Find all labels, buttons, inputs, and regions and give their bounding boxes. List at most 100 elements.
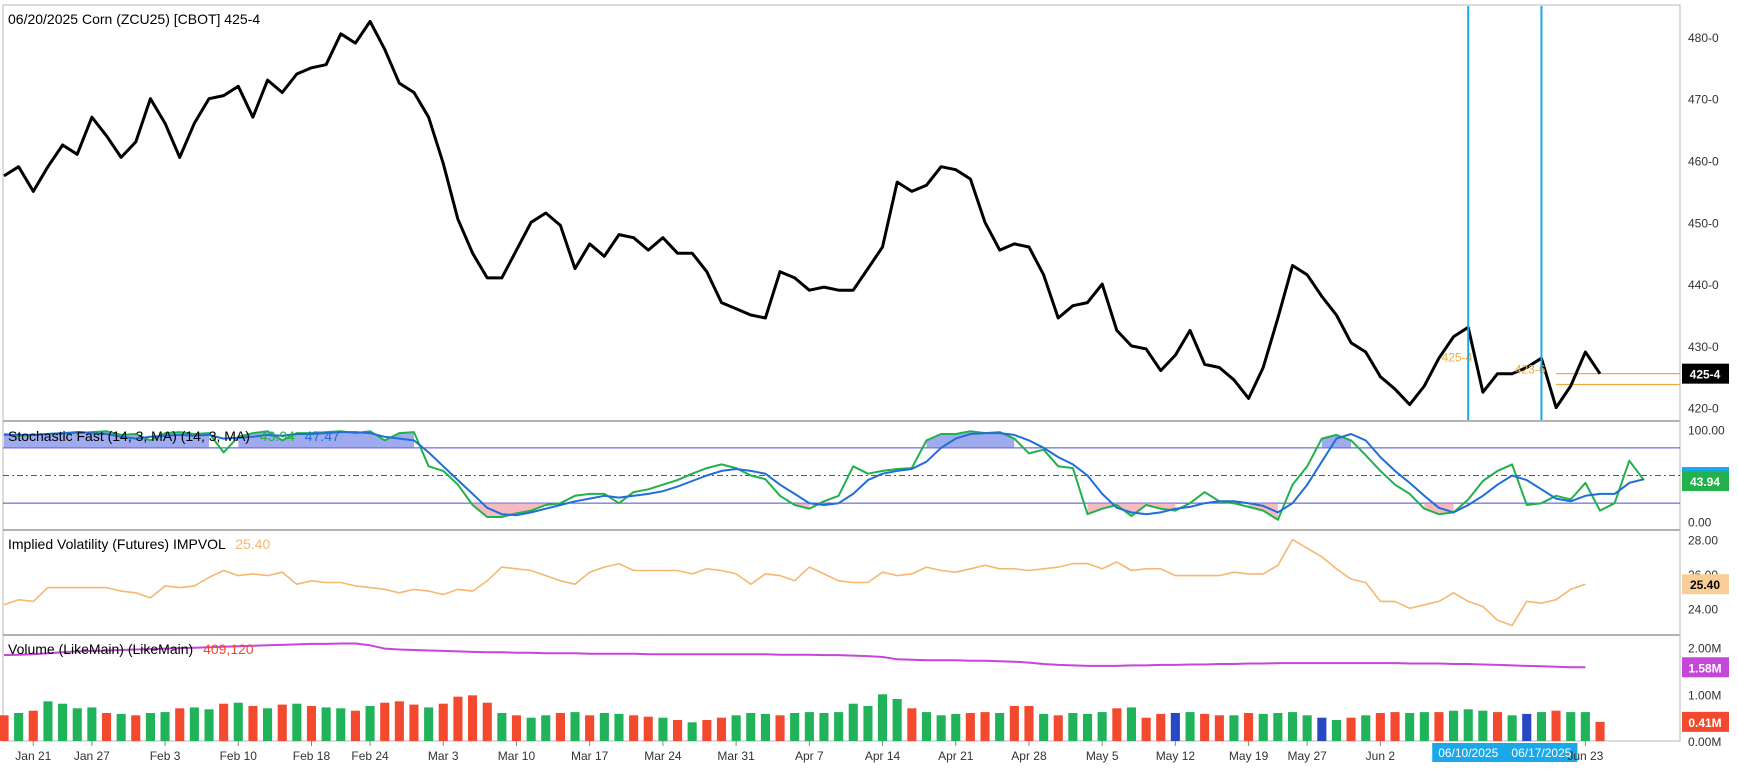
volume-bar [1390, 712, 1400, 741]
y-tick-label: 2.00M [1688, 642, 1721, 656]
volume-legend: Volume (LikeMain) (LikeMain) 409,120 [8, 641, 254, 657]
x-tick-label: Mar 3 [428, 749, 459, 763]
stoch-d-line [4, 431, 1645, 517]
volume-bar [804, 712, 814, 741]
volume-bar [658, 717, 668, 741]
y-tick-label: 440-0 [1688, 278, 1719, 292]
volume-bar [1434, 712, 1444, 741]
volume-bar [892, 699, 902, 741]
volume-bar [907, 708, 917, 741]
volume-bar [72, 708, 82, 741]
volume-bar [1536, 712, 1546, 741]
volume-bar [716, 717, 726, 741]
volume-bar [43, 701, 53, 741]
volume-bar [263, 708, 273, 741]
volume-bar [58, 703, 68, 741]
volume-bar [1405, 713, 1415, 741]
x-tick-label: Mar 17 [571, 749, 609, 763]
cursor-date-label: 06/17/2025 [1511, 746, 1571, 760]
volume-bar [248, 706, 258, 741]
volume-bar [233, 702, 243, 741]
volume-bar [365, 706, 375, 741]
volume-bar [790, 713, 800, 741]
stoch-overbought-fill [4, 431, 209, 448]
volume-bar [1141, 717, 1151, 741]
volume-bar [1112, 708, 1122, 741]
x-tick-label: May 5 [1086, 749, 1119, 763]
volume-bar [14, 713, 24, 741]
y-tick-label: 28.00 [1688, 534, 1718, 548]
volume-bar [731, 715, 741, 741]
volume-bar [921, 712, 931, 741]
volume-bar [1024, 706, 1034, 741]
volume-bar [1214, 715, 1224, 741]
volume-bar [453, 696, 463, 741]
volume-bar [555, 713, 565, 741]
x-tick-label: Feb 18 [293, 749, 331, 763]
stoch-oversold-fill [472, 503, 546, 517]
volume-ma-line [3, 642, 1586, 669]
x-tick-label: Apr 7 [795, 749, 824, 763]
volume-bar [350, 710, 360, 741]
volume-bar [1375, 713, 1385, 741]
last-value-badge [1682, 471, 1729, 492]
volume-bar [585, 715, 595, 741]
price-line [3, 19, 1602, 410]
last-value-badge [1682, 574, 1729, 595]
volume-bar [760, 713, 770, 741]
volume-bar [848, 703, 858, 741]
volume-bar [1551, 710, 1561, 741]
volume-bar [1288, 712, 1298, 741]
volume-bar [687, 722, 697, 741]
volume-bar [1493, 712, 1503, 741]
volume-bar [409, 704, 419, 741]
volume-legend-name: Volume (LikeMain) (LikeMain) [8, 641, 193, 657]
volume-bar [541, 715, 551, 741]
volume-bar [878, 694, 888, 741]
y-tick-label: 24.00 [1688, 602, 1718, 616]
series-layer: 425-4 423-6 [0, 6, 1680, 741]
x-tick-label: May 19 [1229, 749, 1269, 763]
last-value-badge [1682, 711, 1729, 732]
x-tick-label: Jan 27 [74, 749, 110, 763]
x-tick-label: Apr 21 [938, 749, 974, 763]
volume-legend-value: 409,120 [203, 641, 254, 657]
volume-bar [189, 707, 199, 741]
volume-bar [965, 713, 975, 741]
volume-bar [673, 720, 683, 741]
volume-bar [614, 713, 624, 741]
volume-bar [1566, 712, 1576, 741]
volume-bar [511, 715, 521, 741]
volume-bar [145, 713, 155, 741]
x-tick-label: May 27 [1287, 749, 1327, 763]
volume-bar [1331, 720, 1341, 741]
volume-bar [1009, 706, 1019, 741]
volume-bar [1346, 717, 1356, 741]
volume-bar [219, 703, 229, 741]
x-tick-label: Jun 23 [1567, 749, 1603, 763]
y-tick-label: 420-0 [1688, 402, 1719, 416]
volume-bar [292, 703, 302, 741]
volume-bar [1244, 713, 1254, 741]
volume-bar [102, 713, 112, 741]
volume-bar [1580, 712, 1590, 741]
x-tick-label: Feb 10 [220, 749, 258, 763]
volume-bar [1302, 715, 1312, 741]
last-value-label: 1.58M [1688, 661, 1721, 675]
volume-bar [1170, 713, 1180, 741]
volume-bar [0, 715, 9, 741]
volume-bar [116, 713, 126, 741]
volume-bar [775, 715, 785, 741]
volume-bar [819, 713, 829, 741]
stoch-legend-k: 43.94 [260, 428, 295, 444]
x-tick-label: Mar 24 [644, 749, 682, 763]
label-layer: 06/20/2025 Corn (ZCU25) [CBOT] 425-4 Sto… [8, 11, 340, 657]
volume-bar [1053, 715, 1063, 741]
volume-bar [936, 715, 946, 741]
volume-bar [1449, 710, 1459, 741]
last-value-label: 0.41M [1688, 716, 1721, 730]
volume-bar [160, 712, 170, 741]
x-tick-label: May 12 [1156, 749, 1196, 763]
volume-bar [980, 712, 990, 741]
